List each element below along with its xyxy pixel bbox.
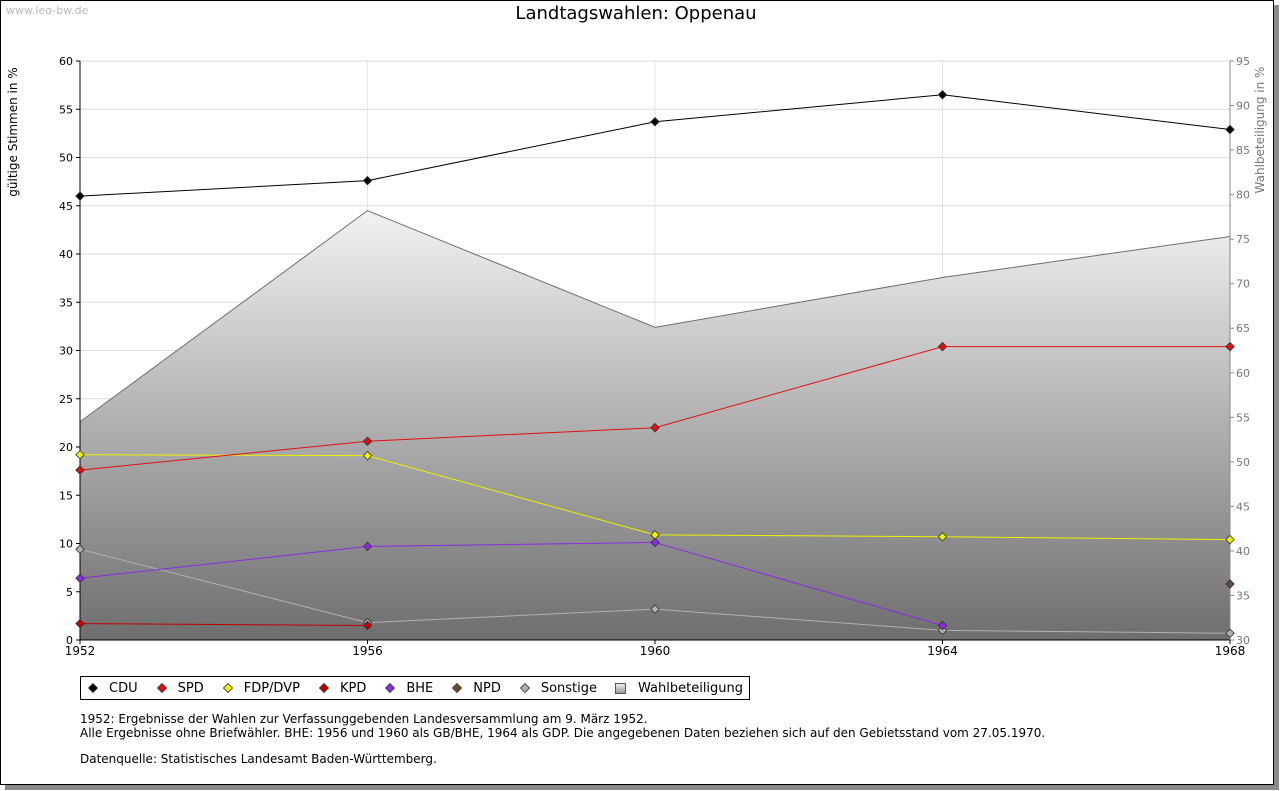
- legend-label: NPD: [473, 681, 501, 696]
- y2-tick-label: 95: [1236, 55, 1250, 68]
- y-tick-label: 35: [59, 296, 73, 309]
- legend-marker: [318, 682, 330, 694]
- data-point-cdu: [938, 91, 946, 99]
- note-1: 1952: Ergebnisse der Wahlen zur Verfassu…: [80, 712, 1045, 726]
- x-tick-label: 1964: [927, 644, 958, 658]
- legend-item: FDP/DVP: [222, 681, 300, 696]
- y-tick-label: 45: [59, 200, 73, 213]
- legend-label: KPD: [340, 681, 366, 696]
- y2-tick-label: 75: [1236, 233, 1250, 246]
- legend-marker: [451, 682, 463, 694]
- y2-tick-label: 35: [1236, 589, 1250, 602]
- y-tick-label: 10: [59, 538, 73, 551]
- legend-marker: [519, 682, 531, 694]
- legend-item: BHE: [384, 681, 433, 696]
- data-point-cdu: [1226, 125, 1234, 133]
- y2-tick-label: 55: [1236, 411, 1250, 424]
- y2-tick-label: 90: [1236, 100, 1250, 113]
- y2-tick-label: 80: [1236, 189, 1250, 202]
- y-tick-label: 15: [59, 489, 73, 502]
- legend-item: Sonstige: [519, 681, 597, 696]
- legend-marker: [222, 682, 234, 694]
- y2-tick-label: 85: [1236, 144, 1250, 157]
- y-tick-label: 30: [59, 345, 73, 358]
- y2-tick-label: 70: [1236, 278, 1250, 291]
- y2-tick-label: 45: [1236, 500, 1250, 513]
- legend-item: NPD: [451, 681, 501, 696]
- y-axis-label: gültige Stimmen in %: [6, 67, 20, 196]
- line-chart: 0510152025303540455055603035404550556065…: [0, 0, 1272, 670]
- y2-tick-label: 65: [1236, 322, 1250, 335]
- legend-marker: [156, 682, 168, 694]
- legend-label: SPD: [178, 681, 204, 696]
- y2-tick-label: 50: [1236, 456, 1250, 469]
- y2-axis-label: Wahlbeteiligung in %: [1253, 67, 1267, 194]
- y2-tick-label: 40: [1236, 545, 1250, 558]
- legend-item: Wahlbeteiligung: [615, 681, 743, 696]
- legend: CDU SPD FDP/DVP KPD BHE NPD Sonstige Wahlbeteil…: [80, 676, 750, 700]
- y-tick-label: 5: [66, 586, 73, 599]
- y-tick-label: 20: [59, 441, 73, 454]
- note-2: Alle Ergebnisse ohne Briefwähler. BHE: 1…: [80, 726, 1045, 740]
- legend-label: Wahlbeteiligung: [638, 681, 743, 696]
- y-tick-label: 50: [59, 152, 73, 165]
- data-source: Datenquelle: Statistisches Landesamt Bad…: [80, 752, 437, 766]
- legend-label: CDU: [109, 681, 138, 696]
- y-tick-label: 60: [59, 55, 73, 68]
- x-tick-label: 1960: [640, 644, 671, 658]
- data-point-cdu: [363, 176, 371, 184]
- y-tick-label: 40: [59, 248, 73, 261]
- legend-marker: [87, 682, 99, 694]
- legend-item: CDU: [87, 681, 138, 696]
- y2-tick-label: 60: [1236, 367, 1250, 380]
- data-point-cdu: [76, 192, 84, 200]
- x-tick-label: 1956: [352, 644, 383, 658]
- legend-label: Sonstige: [541, 681, 597, 696]
- legend-label: BHE: [406, 681, 433, 696]
- x-tick-label: 1952: [65, 644, 96, 658]
- legend-marker: [615, 683, 626, 694]
- notes: 1952: Ergebnisse der Wahlen zur Verfassu…: [80, 712, 1045, 740]
- legend-label: FDP/DVP: [244, 681, 300, 696]
- y-tick-label: 25: [59, 393, 73, 406]
- legend-item: SPD: [156, 681, 204, 696]
- legend-item: KPD: [318, 681, 366, 696]
- x-tick-label: 1968: [1215, 644, 1246, 658]
- legend-marker: [384, 682, 396, 694]
- data-point-cdu: [651, 118, 659, 126]
- y-tick-label: 55: [59, 103, 73, 116]
